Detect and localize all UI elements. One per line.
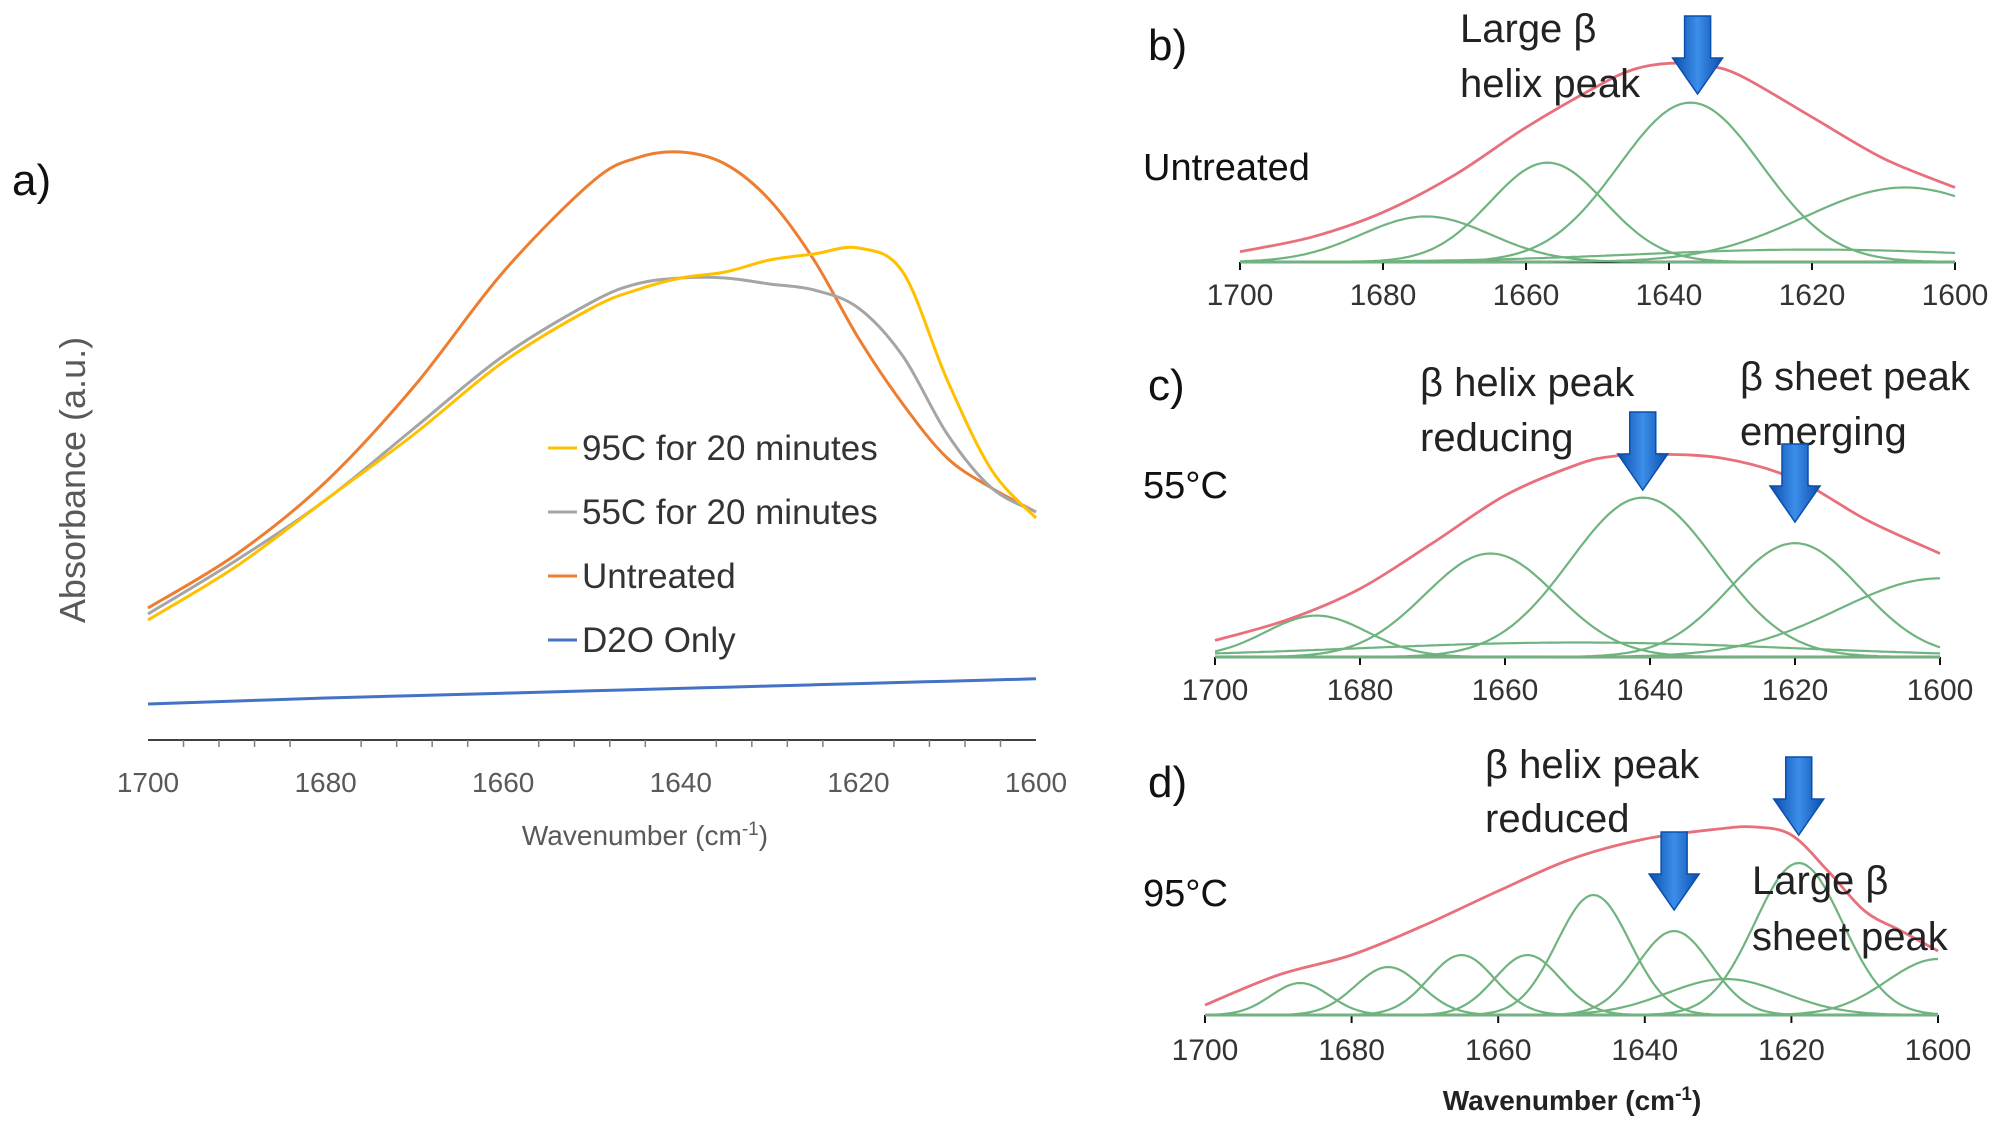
legend-entry: D2O Only	[582, 621, 736, 660]
panel-b-annotations: Large β helix peak	[1460, 7, 1725, 106]
series-line-d2o-only	[147, 677, 1037, 706]
panel-d-condition-label: 95°C	[1143, 873, 1228, 915]
panel-a-legend: 95C for 20 minutes 55C for 20 minutes Untr…	[548, 429, 878, 660]
legend-entry: Untreated	[582, 557, 736, 596]
component-peak-1637	[1240, 101, 1955, 264]
legend-entry: 95C for 20 minutes	[582, 429, 878, 468]
panel-d-chart: d) 95°C 1700 1680 1660 1640 1620 1600 β helix…	[1143, 743, 1971, 1116]
panel-b-envelope	[1239, 61, 1956, 254]
x-tick-label: 1680	[294, 767, 356, 798]
component-peak-1650	[1214, 641, 1941, 655]
annotation-text: Large β helix peak	[1460, 7, 1641, 106]
panel-c-tick-labels: 1700 1680 1660 1640 1620 1600	[1182, 657, 1974, 707]
annotation-arrow	[1647, 831, 1701, 912]
panel-b-chart: b) Untreated 1700 1680 1660 1640 1620 1600 La…	[1143, 7, 1988, 312]
fitted-envelope-line	[1204, 825, 1939, 1007]
panel-d-x-axis-label: Wavenumber (cm-1)	[1443, 1084, 1702, 1116]
x-tick-label: 1660	[1472, 674, 1539, 707]
x-tick-label: 1660	[1465, 1034, 1532, 1067]
x-tick-label: 1620	[827, 767, 889, 798]
x-tick-label: 1700	[1207, 279, 1274, 312]
x-tick-label: 1660	[1493, 279, 1560, 312]
panel-d-annotations: β helix peak reduced Large β sheet peak	[1485, 743, 1949, 959]
panel-b-label: b)	[1148, 21, 1187, 70]
legend-entry: 55C for 20 minutes	[582, 493, 878, 532]
x-tick-label: 1600	[1922, 279, 1989, 312]
panel-a-x-axis-label: Wavenumber (cm-1)	[522, 819, 768, 851]
x-tick-label: 1700	[1182, 674, 1249, 707]
panel-c-label: c)	[1148, 361, 1185, 410]
component-peak-1600	[1205, 957, 1939, 1017]
series-line-untreated	[147, 150, 1037, 610]
x-tick-label: 1620	[1758, 1034, 1825, 1067]
panel-a-label: a)	[12, 156, 51, 205]
annotation-text: β helix peak reduced	[1485, 743, 1700, 841]
panel-c-components	[1214, 496, 1941, 659]
panel-d-label: d)	[1148, 758, 1187, 807]
panel-d-components	[1205, 861, 1939, 1017]
x-tick-label: 1640	[1611, 1034, 1678, 1067]
panel-a-minor-ticks	[182, 740, 1002, 747]
panel-a-series	[147, 150, 1038, 706]
fitted-envelope-line	[1239, 61, 1956, 254]
annotation-text: β helix peak reducing	[1420, 361, 1635, 460]
x-tick-label: 1620	[1779, 279, 1846, 312]
panel-b-tick-labels: 1700 1680 1660 1640 1620 1600	[1207, 262, 1989, 312]
annotation-arrow	[1772, 756, 1826, 837]
component-peak-1641	[1215, 496, 1940, 659]
panel-b-components	[1239, 101, 1956, 264]
component-peak-1600	[1215, 577, 1941, 659]
annotation-text: β sheet peak emerging	[1740, 355, 1971, 454]
panel-d-envelope	[1204, 825, 1939, 1007]
component-peak-1620	[1215, 541, 1941, 659]
x-tick-label: 1600	[1005, 767, 1067, 798]
panel-a-chart: a) Absorbance (a.u.) 1700 1680 1660 1640 162…	[12, 150, 1067, 851]
x-tick-label: 1640	[1636, 279, 1703, 312]
annotation-arrow	[1768, 443, 1822, 524]
series-line-95c-for-20-minutes	[147, 245, 1038, 622]
x-tick-label: 1600	[1907, 674, 1974, 707]
x-tick-label: 1700	[1172, 1034, 1239, 1067]
x-tick-label: 1700	[117, 767, 179, 798]
component-peak-1620	[1240, 248, 1956, 263]
panel-c-condition-label: 55°C	[1143, 465, 1228, 507]
x-tick-label: 1600	[1905, 1034, 1972, 1067]
x-tick-label: 1680	[1327, 674, 1394, 707]
component-peak-1662	[1215, 552, 1940, 659]
panel-a-y-axis-label: Absorbance (a.u.)	[52, 337, 93, 623]
panel-b-condition-label: Untreated	[1143, 147, 1310, 189]
x-tick-label: 1660	[472, 767, 534, 798]
annotation-arrow	[1671, 15, 1725, 96]
x-tick-label: 1640	[650, 767, 712, 798]
x-tick-label: 1640	[1617, 674, 1684, 707]
panel-a-tick-labels: 1700 1680 1660 1640 1620 1600	[117, 767, 1067, 798]
panel-d-tick-labels: 1700 1680 1660 1640 1620 1600	[1172, 1015, 1972, 1067]
annotation-text: Large β sheet peak	[1752, 859, 1949, 959]
panel-c-annotations: β helix peak reducing β sheet peak emerging	[1420, 355, 1971, 524]
annotation-arrow	[1616, 411, 1670, 492]
panel-c-chart: c) 55°C 1700 1680 1660 1640 1620 1600 β helix…	[1143, 355, 1973, 707]
x-tick-label: 1620	[1762, 674, 1829, 707]
x-tick-label: 1680	[1350, 279, 1417, 312]
x-tick-label: 1680	[1318, 1034, 1385, 1067]
